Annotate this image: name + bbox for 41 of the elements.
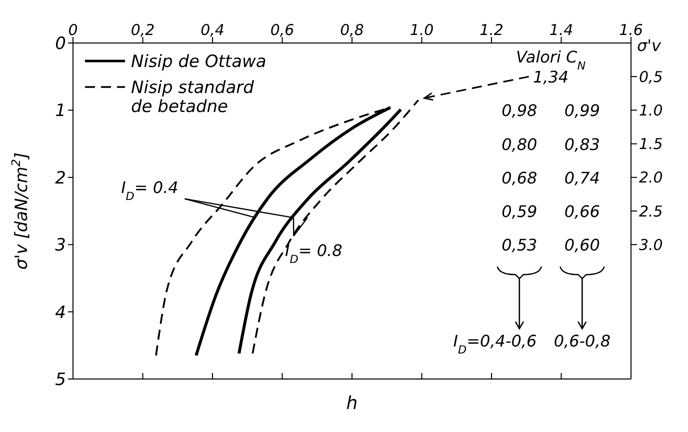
x-axis-title: h [346,393,358,414]
y-tick-label: 5 [55,370,66,390]
x-tick-label: 1.2 [480,21,504,39]
annotation: 0,53 [502,236,538,255]
y-tick-label: 2 [55,168,66,188]
y-tick-label: 1 [55,101,66,122]
annotation: I$_{D}$= 0.8 [284,240,342,266]
line-series [238,108,402,355]
annotation: 0,68 [502,168,538,188]
x-tick-label: 1.4 [549,21,574,39]
legend-label: Nisip standard de betadne [131,78,254,117]
annotation: 0,80 [502,134,538,154]
annotation: 0,6-0,8 [554,332,611,351]
legend-label: Nisip de Ottawa [131,52,266,72]
y2-tick-label: 1.0 [639,102,663,120]
annotation: 0,83 [564,134,600,154]
x-tick-label: 0,4 [200,21,224,39]
y2-tick-label: 2.0 [639,168,663,187]
annotation: 0,66 [564,202,600,221]
x-tick-label: 1.0 [410,21,434,39]
y2-tick-label: 3.0 [639,236,663,254]
x-tick-label: 1.6 [619,21,643,39]
annotation: 0,98 [502,101,538,120]
line-series [252,99,420,354]
annotation: I$_{D}$= 0.4 [121,178,178,202]
annotation: 0,60 [564,236,600,255]
x-tick-label: 0,2 [130,21,155,39]
annotation: 0,59 [502,202,538,221]
y2-tick-label: 1.5 [639,135,663,154]
x-tick-label: 0 [68,21,78,39]
x-tick-label: 0,6 [270,21,294,39]
x-tick-label: 0,8 [340,21,364,39]
annotation: I$_{D}$=0,4-0,6 [453,332,537,356]
y-tick-label: 3 [55,236,66,256]
annotation: 0,74 [564,168,600,188]
y2-tick-label: 0,5 [639,68,663,86]
y2-axis-title: σ'v [637,36,662,55]
y-tick-label: 0 [55,34,66,54]
y-tick-label: 4 [55,302,66,323]
y2-tick-label: 2.5 [639,202,663,220]
annotation: 0,99 [564,101,600,120]
